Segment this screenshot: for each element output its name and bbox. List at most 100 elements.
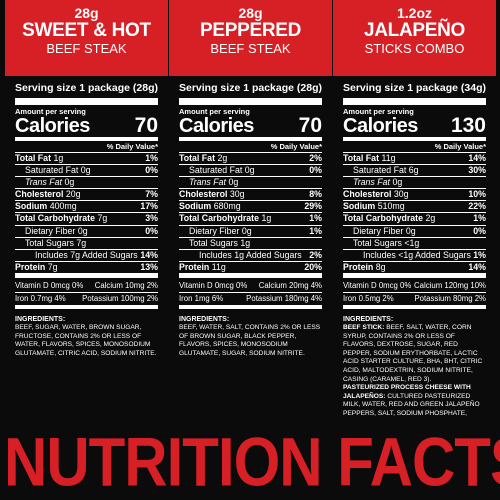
nutrient-name: Includes 1g Added Sugars [199, 250, 302, 261]
calories-value: 130 [450, 114, 486, 137]
calories-label: Calories [343, 115, 418, 137]
nutrient-row: Total Fat 11g 14% [343, 153, 486, 166]
mineral-item: Vitamin D 0mcg 0% [15, 280, 84, 290]
product-name: PEPPERED [199, 20, 302, 41]
ingredients-title: INGREDIENTS: [15, 315, 66, 323]
amount-per-serving: Amount per serving [15, 107, 86, 116]
nutrient-label: Trans Fat [353, 177, 390, 188]
nutrient-label: Saturated Fat [25, 165, 79, 176]
nutrient-name: Total Carbohydrate 2g [343, 213, 435, 224]
nutrient-row: Trans Fat 0g [15, 177, 158, 190]
nutrient-dv: 7% [145, 189, 158, 200]
nutrient-dv: 2% [309, 249, 322, 260]
nutrient-name: Sodium 680mg [179, 201, 241, 212]
nutrient-label: Total Carbohydrate [179, 213, 259, 224]
nutrient-dv: 0% [473, 225, 486, 236]
nutrient-label: Sodium [343, 201, 376, 212]
daily-value-header: % Daily Value* [15, 141, 158, 153]
calories-value: 70 [134, 114, 158, 137]
nutrient-amount: 8g [375, 261, 386, 272]
nutrition-facts: Serving size 1 package (28g) Amount per se… [169, 76, 332, 358]
nutrient-amount: 6g [408, 165, 419, 176]
nutrient-amount: 680mg [213, 201, 241, 212]
nutrient-label: Saturated Fat [189, 165, 243, 176]
nutrient-label: Total Fat [15, 153, 51, 163]
nutrient-row: Total Carbohydrate 1g 1% [179, 213, 322, 226]
nutrient-label: Protein [15, 261, 46, 272]
serving-size-row: Serving size 1 package (34g) [343, 82, 486, 105]
nutrition-facts-banner: NUTRITION FACTS 01 [0, 420, 500, 500]
nutrient-amount: 30g [393, 189, 409, 200]
serving-label: Serving size [343, 82, 405, 94]
nutrient-label: Protein [179, 261, 210, 272]
nutrient-row: Cholesterol 30g 8% [179, 189, 322, 202]
nutrient-row: Trans Fat 0g [343, 177, 486, 190]
nutrient-label: Trans Fat [25, 177, 62, 188]
nutrient-row: Total Carbohydrate 2g 1% [343, 213, 486, 226]
nutrient-name: Sodium 510mg [343, 201, 405, 212]
ingredients-title: INGREDIENTS: [179, 315, 230, 323]
nutrient-dv: 10% [468, 189, 486, 200]
nutrient-dv: 13% [140, 261, 158, 272]
nutrient-row: Saturated Fat 6g 30% [343, 165, 486, 178]
mineral-item: Iron 0.5mg 2% [343, 293, 394, 303]
nutrient-label: Total Carbohydrate [15, 213, 95, 224]
nutrient-name: Sodium 400mg [15, 201, 77, 212]
ingredients-body: BEEF, SALT, WATER, CORN SYRUP, CONTAINS … [343, 323, 483, 383]
nutrient-label: Total Fat [179, 153, 215, 163]
nutrient-row: Trans Fat 0g [179, 177, 322, 190]
nutrient-name: Includes 7g Added Sugars [35, 250, 138, 261]
nutrition-facts: Serving size 1 package (28g) Amount per se… [5, 76, 168, 358]
ingredients-text: BEEF, WATER, SALT, CONTAINS 2% OR LESS O… [179, 324, 322, 358]
ingredients-body: BEEF, SUGAR, WATER, BROWN SUGAR, FRUCTOS… [15, 323, 157, 357]
daily-value-header: % Daily Value* [343, 141, 486, 153]
mineral-item: Calcium 10mg 2% [94, 280, 158, 290]
nutrient-label: Sodium [179, 201, 212, 212]
nutrient-amount: 510mg [377, 201, 405, 212]
nutrient-label: Total Sugars [189, 237, 238, 248]
mineral-item: Calcium 20mg 4% [258, 280, 322, 290]
nutrient-name: Total Carbohydrate 7g [15, 213, 107, 224]
banner-title: NUTRITION FACTS 01 [4, 423, 500, 500]
nutrient-amount: 400mg [49, 201, 77, 212]
nutrient-row: Saturated Fat 0g 0% [15, 165, 158, 178]
vitamins-minerals-row: Iron 0.7mg 4% Potassium 100mg 2% [15, 293, 158, 309]
nutrient-amount: 0g [241, 225, 252, 236]
nutrient-amount: 1g [53, 153, 64, 163]
nutrient-row: Protein 8g 14% [343, 262, 486, 278]
nutrient-amount: 0g [392, 177, 403, 188]
amount-per-serving: Amount per serving [179, 107, 250, 116]
mineral-item: Vitamin D 0mcg 0% [343, 280, 412, 290]
nutrient-amount: 11g [381, 153, 396, 163]
mineral-item: Vitamin D 0mcg 0% [179, 280, 248, 290]
vitamins-minerals-row: Iron 0.5mg 2% Potassium 80mg 2% [343, 293, 486, 309]
nutrient-row: Includes 1g Added Sugars 2% [179, 250, 322, 262]
nutrient-row: Saturated Fat 0g 0% [179, 165, 322, 178]
ingredients-body: CULTURED PASTEURIZED MILK, WATER, RED AN… [343, 392, 480, 417]
nutrient-name: Protein 8g [343, 262, 386, 273]
product-header: 1.2oz JALAPEÑO STICKS COMBO [333, 0, 496, 76]
daily-value-header: % Daily Value* [179, 141, 322, 153]
ingredients-lead: BEEF STICK: [343, 323, 387, 331]
nutrient-dv: 14% [468, 261, 486, 272]
nutrient-amount: 7g [47, 261, 58, 272]
calories-label: Calories [15, 115, 90, 137]
nutrient-label: Cholesterol [343, 189, 392, 200]
nutrient-name: Total Fat 2g [179, 153, 227, 164]
nutrient-name: Dietary Fiber 0g [353, 226, 416, 237]
nutrient-dv: 22% [468, 201, 486, 212]
serving-size-row: Serving size 1 package (28g) [179, 82, 322, 105]
nutrient-row: Total Fat 1g 1% [15, 153, 158, 166]
nutrient-name: Cholesterol 30g [343, 189, 409, 200]
calories-value: 70 [298, 114, 322, 137]
nutrient-dv: 8% [309, 189, 322, 200]
nutrient-row: Includes <1g Added Sugars 1% [343, 250, 486, 262]
ingredients-text: BEEF, SUGAR, WATER, BROWN SUGAR, FRUCTOS… [15, 324, 158, 358]
nutrient-name: Protein 11g [179, 262, 226, 273]
nutrient-amount: 7g [97, 213, 108, 224]
nutrient-label: Includes 1g Added Sugars [199, 249, 302, 260]
mineral-item: Potassium 180mg 4% [246, 293, 322, 303]
nutrient-name: Cholesterol 20g [15, 189, 81, 200]
nutrient-name: Total Fat 11g [343, 153, 395, 164]
serving-value: 1 package (28g) [243, 82, 322, 94]
